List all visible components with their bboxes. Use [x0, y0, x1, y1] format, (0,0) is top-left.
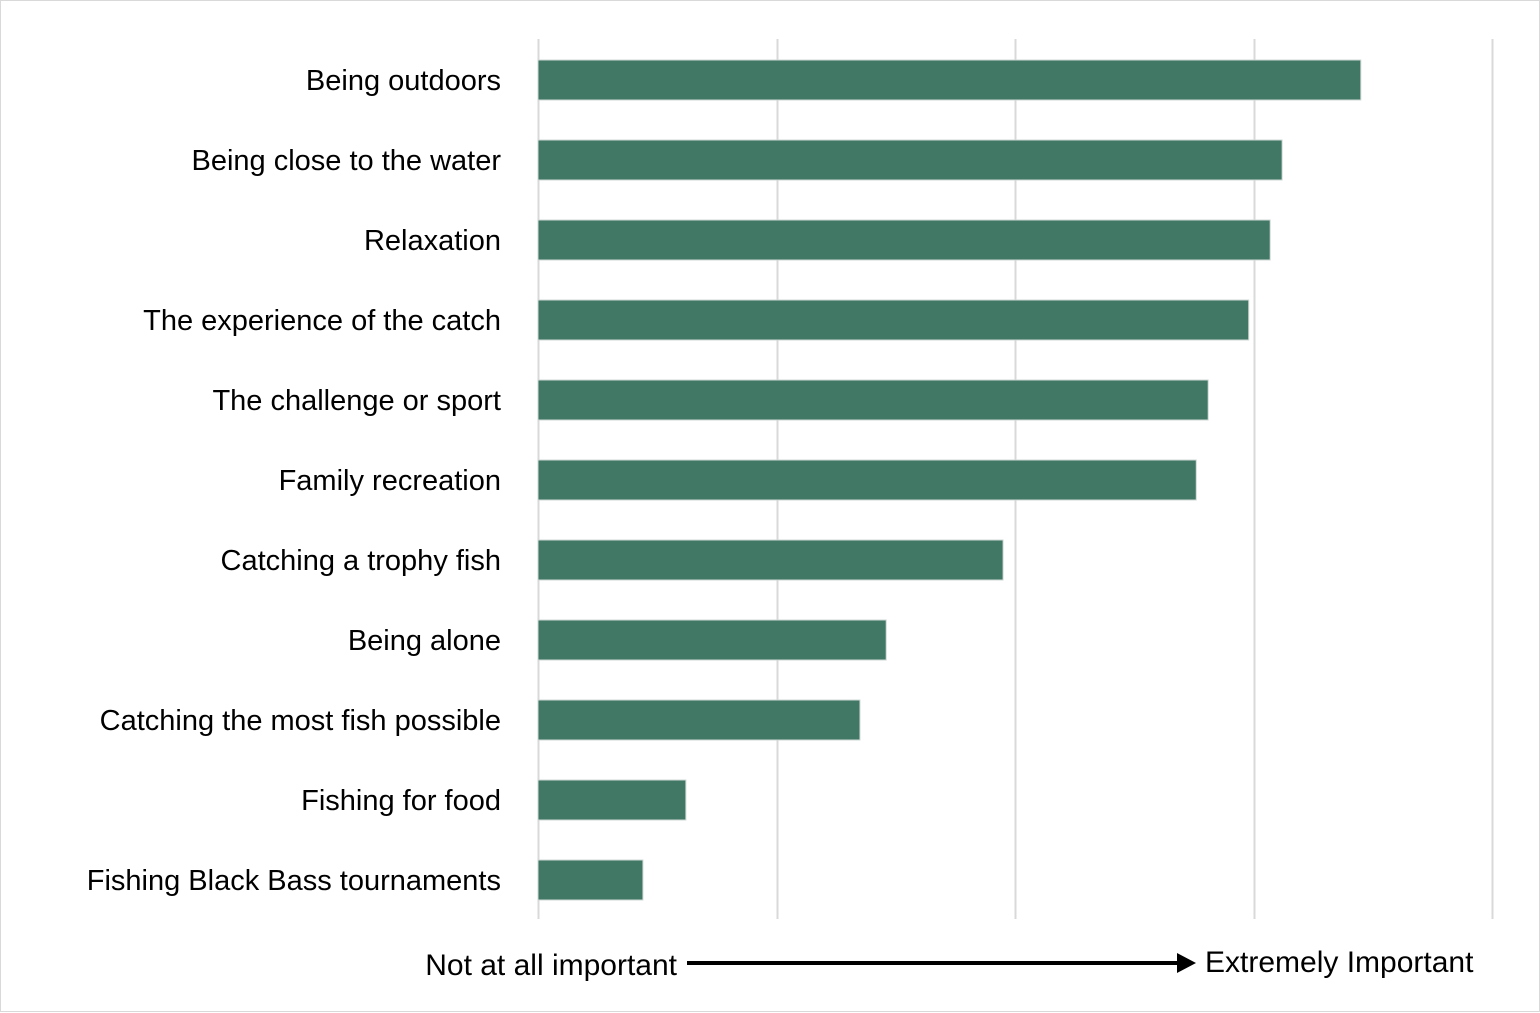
x-axis-scale: Not at all important Extremely Important: [425, 946, 1474, 982]
x-label-right: Extremely Important: [1205, 946, 1474, 979]
bar: [537, 59, 1362, 101]
category-label: Catching a trophy fish: [221, 545, 501, 577]
category-labels: Being outdoors Being close to the water Re…: [87, 65, 502, 897]
category-label: Fishing for food: [301, 785, 501, 817]
bar: [537, 539, 1004, 581]
category-label: Being close to the water: [191, 145, 501, 177]
bars: [537, 59, 1362, 901]
bar: [537, 219, 1271, 261]
category-label: Fishing Black Bass tournaments: [87, 865, 501, 897]
bar: [537, 859, 644, 901]
bar: [537, 699, 861, 741]
bar: [537, 299, 1250, 341]
category-label: Family recreation: [279, 465, 501, 497]
bar: [537, 379, 1209, 421]
bar: [537, 459, 1197, 501]
category-label: The challenge or sport: [212, 385, 501, 417]
category-label: Being outdoors: [306, 65, 501, 97]
x-label-left: Not at all important: [425, 949, 677, 982]
category-label: Being alone: [348, 625, 501, 657]
category-label: Catching the most fish possible: [100, 705, 501, 737]
category-label: The experience of the catch: [143, 305, 501, 337]
arrow-head-icon: [1177, 953, 1196, 973]
category-label: Relaxation: [364, 225, 501, 257]
bar: [537, 619, 887, 661]
bar: [537, 779, 687, 821]
bar: [537, 139, 1283, 181]
